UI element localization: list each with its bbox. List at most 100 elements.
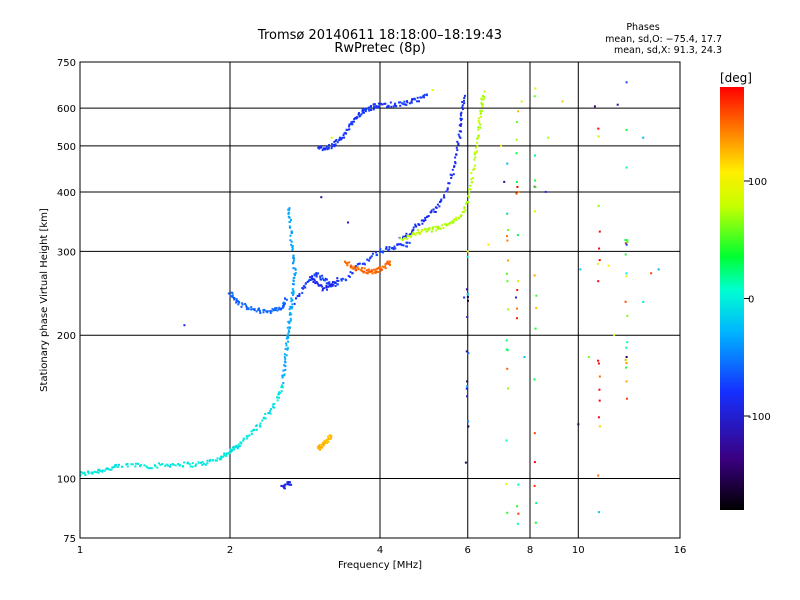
scatter-point bbox=[505, 348, 508, 351]
trace-point bbox=[456, 140, 459, 143]
scatter-point bbox=[534, 154, 536, 157]
trace-point bbox=[378, 106, 380, 109]
trace-point bbox=[441, 224, 444, 227]
scatter-point bbox=[466, 293, 469, 296]
trace-point bbox=[282, 382, 285, 384]
trace-point bbox=[320, 146, 323, 149]
trace-point bbox=[307, 280, 310, 282]
trace-point bbox=[242, 439, 245, 442]
trace-point bbox=[115, 463, 118, 466]
trace-point bbox=[348, 128, 351, 131]
trace-point bbox=[421, 222, 424, 225]
trace-point bbox=[477, 136, 479, 139]
trace-point bbox=[189, 465, 192, 468]
scatter-point bbox=[625, 356, 628, 358]
trace-point bbox=[350, 121, 353, 124]
trace-point bbox=[459, 136, 462, 139]
trace-point bbox=[477, 128, 480, 131]
trace-point bbox=[420, 230, 423, 233]
trace-point bbox=[450, 220, 453, 223]
trace-point bbox=[310, 278, 313, 281]
trace-point bbox=[349, 271, 352, 274]
trace-point bbox=[273, 403, 276, 405]
trace-point bbox=[97, 471, 100, 474]
trace-point bbox=[317, 447, 320, 450]
trace-point bbox=[290, 297, 293, 300]
scatter-point bbox=[597, 511, 600, 514]
scatter-point bbox=[506, 235, 508, 238]
trace-point bbox=[359, 114, 362, 117]
trace-point bbox=[332, 283, 335, 286]
x-tick-label: 4 bbox=[377, 545, 383, 556]
trace-point bbox=[372, 268, 375, 271]
trace-point bbox=[265, 310, 268, 313]
trace-point bbox=[476, 141, 479, 144]
scatter-point bbox=[505, 482, 508, 485]
trace-point bbox=[402, 237, 405, 240]
trace-point bbox=[476, 145, 479, 148]
trace-point bbox=[282, 369, 285, 372]
scatter-point bbox=[516, 234, 519, 237]
trace-point bbox=[283, 486, 286, 489]
scatter-point bbox=[625, 275, 628, 278]
trace-point bbox=[349, 123, 352, 126]
trace-point bbox=[290, 313, 293, 316]
trace-point bbox=[410, 235, 413, 238]
trace-point bbox=[402, 103, 405, 106]
trace-point bbox=[226, 452, 229, 455]
trace-point bbox=[461, 108, 464, 111]
trace-point bbox=[321, 277, 324, 280]
trace-point bbox=[255, 310, 258, 313]
trace-point bbox=[318, 444, 321, 447]
trace-point bbox=[271, 308, 274, 311]
trace-point bbox=[480, 110, 483, 112]
trace-point bbox=[233, 297, 236, 299]
trace-point bbox=[313, 278, 316, 281]
colorbar-label: [deg] bbox=[720, 71, 752, 85]
trace-point bbox=[202, 462, 205, 465]
trace-point bbox=[325, 278, 328, 281]
trace-point bbox=[450, 177, 453, 179]
trace-point bbox=[457, 216, 460, 219]
trace-point bbox=[225, 454, 227, 457]
trace-point bbox=[316, 282, 319, 285]
trace-point bbox=[326, 148, 329, 151]
y-tick-label: 750 bbox=[57, 58, 76, 69]
trace-point bbox=[381, 251, 384, 254]
trace-point bbox=[220, 455, 223, 458]
trace-point bbox=[269, 310, 272, 312]
trace-point bbox=[406, 101, 409, 104]
scatter-point bbox=[626, 239, 629, 242]
trace-point bbox=[343, 260, 346, 263]
trace-point bbox=[276, 399, 279, 402]
trace-point bbox=[287, 211, 290, 214]
trace-point bbox=[388, 262, 391, 265]
trace-point bbox=[477, 126, 480, 129]
trace-point bbox=[348, 123, 351, 126]
scatter-point bbox=[579, 268, 582, 271]
scatter-point bbox=[534, 179, 537, 182]
trace-point bbox=[331, 143, 334, 146]
scatter-point bbox=[523, 356, 526, 358]
scatter-point bbox=[597, 416, 600, 419]
trace-point bbox=[245, 308, 248, 311]
trace-point bbox=[268, 412, 271, 414]
trace-point bbox=[348, 275, 351, 278]
trace-point bbox=[373, 103, 376, 106]
trace-point bbox=[463, 99, 465, 102]
scatter-point bbox=[534, 87, 537, 90]
trace-point bbox=[274, 309, 277, 311]
trace-point bbox=[460, 123, 463, 125]
scatter-point bbox=[597, 262, 600, 265]
trace-point bbox=[108, 468, 111, 471]
trace-point bbox=[351, 123, 354, 126]
trace-point bbox=[121, 465, 123, 468]
trace-point bbox=[283, 353, 286, 356]
trace-point bbox=[375, 271, 378, 273]
trace-point bbox=[286, 326, 289, 329]
trace-point bbox=[284, 297, 286, 300]
trace-point bbox=[422, 220, 425, 223]
trace-point bbox=[281, 386, 284, 389]
phases-x-stats: mean, sd,X: 91.3, 24.3 bbox=[614, 45, 722, 56]
trace-point bbox=[330, 147, 333, 150]
